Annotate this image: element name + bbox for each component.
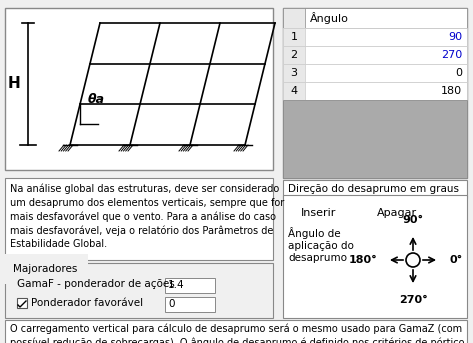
Text: 4: 4 [290, 86, 298, 96]
Bar [283, 46, 467, 64]
Text: 180: 180 [441, 86, 462, 96]
Text: 0: 0 [455, 68, 462, 78]
Text: Inserir: Inserir [301, 208, 337, 218]
Text: Direção do desaprumo em graus: Direção do desaprumo em graus [288, 184, 459, 194]
Bar [283, 8, 467, 178]
Bar [283, 180, 467, 198]
Bar [363, 203, 431, 223]
Bar [165, 297, 215, 312]
Text: 270: 270 [441, 50, 462, 60]
Bar [283, 100, 467, 178]
Bar [283, 28, 305, 46]
Text: 270°: 270° [399, 295, 428, 305]
Text: O carregamento vertical para cálculo de desaprumo será o mesmo usado para GamaZ : O carregamento vertical para cálculo de … [10, 324, 464, 343]
Text: 90°: 90° [403, 215, 423, 225]
Bar [283, 64, 467, 82]
Text: 180°: 180° [348, 255, 377, 265]
Text: Majoradores: Majoradores [13, 264, 78, 274]
Bar [285, 203, 353, 223]
Text: Ponderador favorável: Ponderador favorável [31, 298, 143, 308]
Bar [5, 263, 273, 318]
Bar [17, 298, 27, 308]
Text: H: H [8, 76, 20, 92]
Bar [283, 8, 467, 28]
Text: 90: 90 [448, 32, 462, 42]
Text: Na análise global das estruturas, deve ser considerado
um desaprumo dos elemento: Na análise global das estruturas, deve s… [10, 184, 284, 249]
Bar [5, 8, 273, 170]
Text: 1.4: 1.4 [168, 280, 184, 290]
Bar [283, 8, 305, 28]
Text: Apagar: Apagar [377, 208, 417, 218]
Text: Ângulo: Ângulo [310, 12, 349, 24]
Bar [165, 278, 215, 293]
Bar [283, 28, 467, 46]
Text: 0: 0 [168, 299, 175, 309]
Text: 2: 2 [290, 50, 298, 60]
Text: 3: 3 [290, 68, 298, 78]
Text: Ângulo de
aplicação do
desaprumo: Ângulo de aplicação do desaprumo [288, 227, 354, 263]
Text: GamaF - ponderador de ações: GamaF - ponderador de ações [17, 279, 175, 289]
Bar [5, 320, 467, 343]
Bar [5, 178, 273, 260]
Text: 1: 1 [290, 32, 298, 42]
Text: 0°: 0° [449, 255, 462, 265]
Bar [283, 46, 305, 64]
Text: θa: θa [88, 93, 105, 106]
Circle shape [406, 253, 420, 267]
Bar [283, 82, 305, 100]
Bar [283, 195, 467, 318]
Bar [283, 64, 305, 82]
Bar [283, 82, 467, 100]
